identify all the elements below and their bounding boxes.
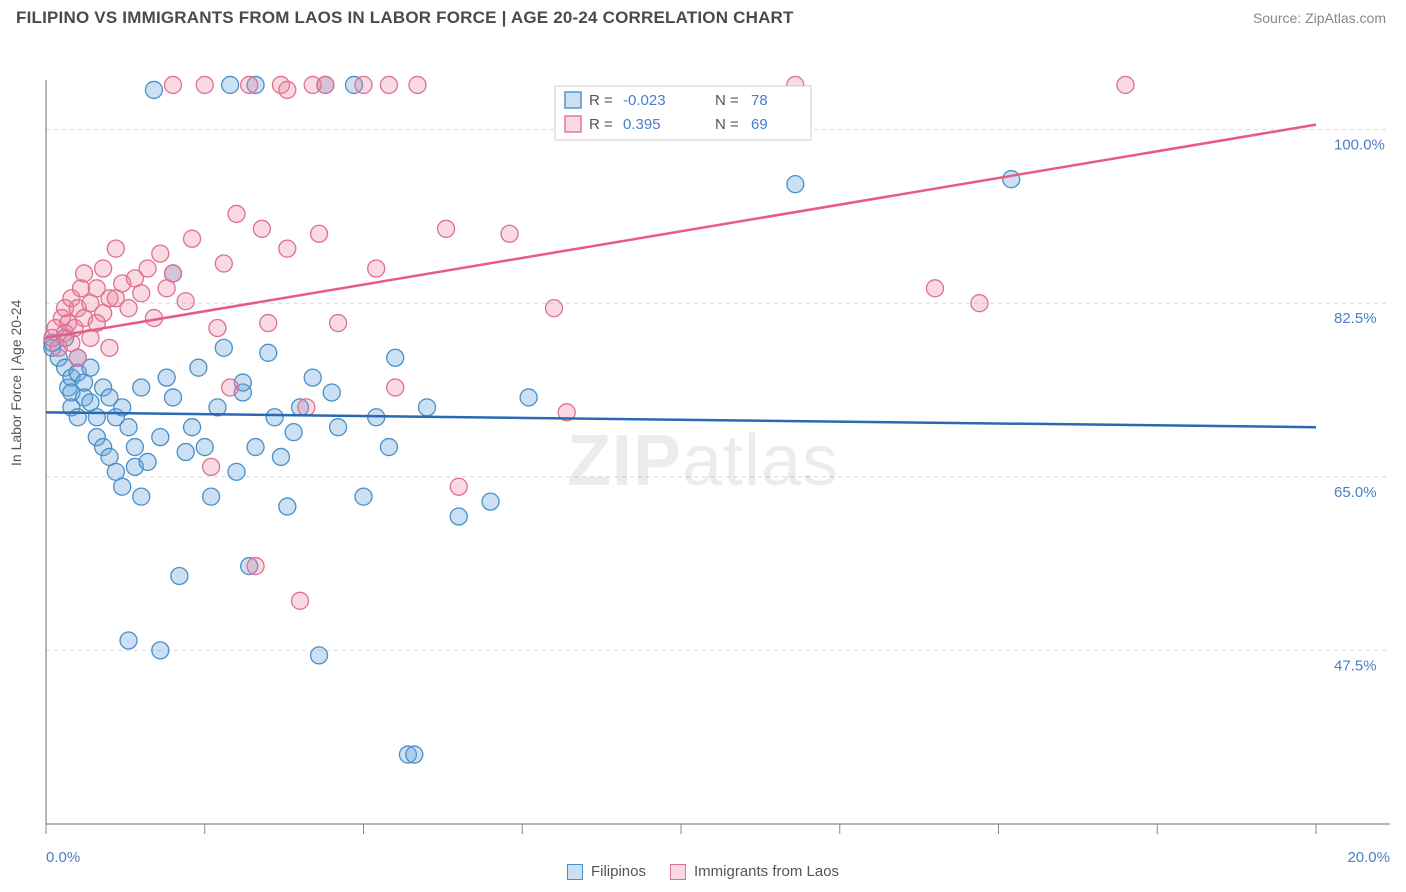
legend-item-filipinos: Filipinos [567, 863, 646, 880]
scatter-plot: 47.5% 65.0% 82.5% 100.0% 0.0% 20.0% R = -0.023 N… [0, 36, 1406, 886]
y-axis-label: In Labor Force | Age 20-24 [8, 300, 24, 466]
svg-text:100.0%: 100.0% [1334, 137, 1385, 154]
legend-label-2: Immigrants from Laos [694, 863, 839, 880]
svg-text:0.395: 0.395 [623, 116, 661, 133]
chart-header: FILIPINO VS IMMIGRANTS FROM LAOS IN LABO… [0, 0, 1406, 36]
svg-text:N =: N = [715, 92, 739, 109]
chart-container: In Labor Force | Age 20-24 47.5% 65.0% 82.… [0, 36, 1406, 886]
source-credit: Source: ZipAtlas.com [1253, 10, 1386, 26]
svg-text:R =: R = [589, 116, 613, 133]
legend: Filipinos Immigrants from Laos [567, 863, 839, 880]
svg-text:78: 78 [751, 92, 768, 109]
svg-text:69: 69 [751, 116, 768, 133]
legend-label-1: Filipinos [591, 863, 646, 880]
svg-text:R =: R = [589, 92, 613, 109]
svg-text:65.0%: 65.0% [1334, 484, 1377, 501]
swatch-blue [567, 864, 583, 880]
svg-text:0.0%: 0.0% [46, 849, 80, 866]
svg-text:47.5%: 47.5% [1334, 657, 1377, 674]
svg-text:-0.023: -0.023 [623, 92, 666, 109]
swatch-pink [670, 864, 686, 880]
svg-text:20.0%: 20.0% [1347, 849, 1390, 866]
svg-text:N =: N = [715, 116, 739, 133]
svg-text:82.5%: 82.5% [1334, 310, 1377, 327]
legend-item-laos: Immigrants from Laos [670, 863, 839, 880]
chart-title: FILIPINO VS IMMIGRANTS FROM LAOS IN LABO… [16, 8, 794, 28]
